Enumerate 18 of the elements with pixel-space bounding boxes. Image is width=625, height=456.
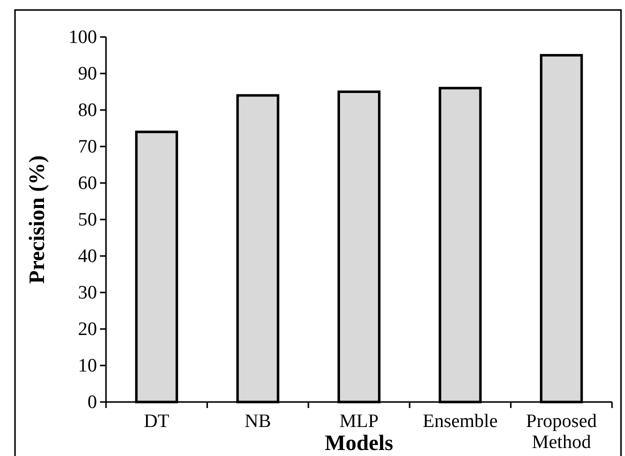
x-tick-label: Ensemble xyxy=(422,411,498,432)
y-tick-label: 70 xyxy=(78,136,97,158)
y-tick-label: 20 xyxy=(78,319,97,340)
y-tick-label: 50 xyxy=(78,210,97,231)
y-tick-label: 60 xyxy=(78,173,97,194)
y-tick-label: 90 xyxy=(78,64,97,85)
x-tick-label: Proposed Method xyxy=(526,411,598,453)
y-tick-label: 40 xyxy=(78,246,97,268)
y-tick-label: 0 xyxy=(88,392,97,414)
y-tick-label: 100 xyxy=(68,27,97,48)
x-tick-label: NB xyxy=(244,411,272,432)
x-axis-title: Models xyxy=(324,430,394,455)
x-tick-label: DT xyxy=(144,411,170,432)
x-tick-label: MLP xyxy=(339,411,379,432)
y-axis-title: Precision (%) xyxy=(24,155,49,284)
y-tick-label: 30 xyxy=(78,282,97,304)
y-tick-label: 10 xyxy=(78,356,97,377)
y-tick-label: 80 xyxy=(78,100,97,122)
